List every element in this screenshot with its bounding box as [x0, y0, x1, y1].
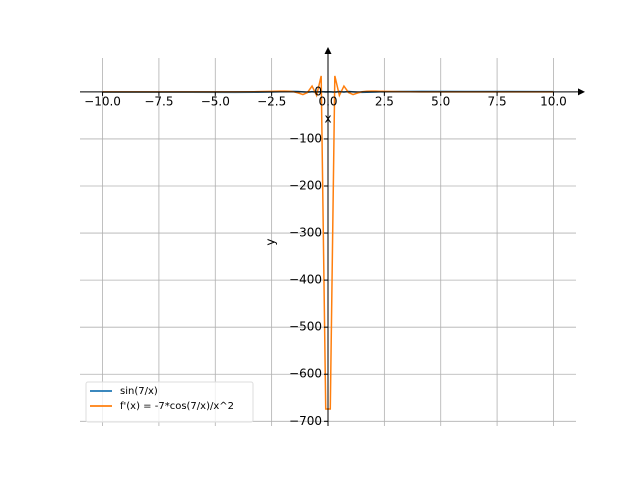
y-tick-label: −600: [289, 367, 322, 381]
legend-label: sin(7/x): [120, 386, 158, 397]
y-axis-label: y: [264, 238, 278, 245]
x-tick-label: −5.0: [201, 94, 230, 108]
legend-label: f'(x) = -7*cos(7/x)/x^2: [120, 401, 234, 412]
x-tick-label: 7.5: [488, 94, 507, 108]
y-tick-label: −400: [289, 273, 322, 287]
x-tick-label: 2.5: [375, 94, 394, 108]
y-tick-label: −500: [289, 320, 322, 334]
legend-box: [85, 381, 254, 423]
y-tick-label: −700: [289, 414, 322, 428]
x-tick-label: −2.5: [257, 94, 286, 108]
y-tick-label: −300: [289, 226, 322, 240]
y-tick-label: 0: [314, 84, 322, 98]
x-axis-arrow: [578, 88, 585, 96]
x-tick-label: 0.0: [318, 94, 337, 108]
x-tick-label: −7.5: [144, 94, 173, 108]
y-axis-arrow: [324, 47, 332, 54]
y-tick-label: −100: [289, 131, 322, 145]
x-tick-label: 10.0: [540, 94, 567, 108]
x-axis-label: x: [324, 111, 331, 125]
x-tick-label: 5.0: [431, 94, 450, 108]
x-tick-label: −10.0: [84, 94, 121, 108]
y-tick-label: −200: [289, 179, 322, 193]
